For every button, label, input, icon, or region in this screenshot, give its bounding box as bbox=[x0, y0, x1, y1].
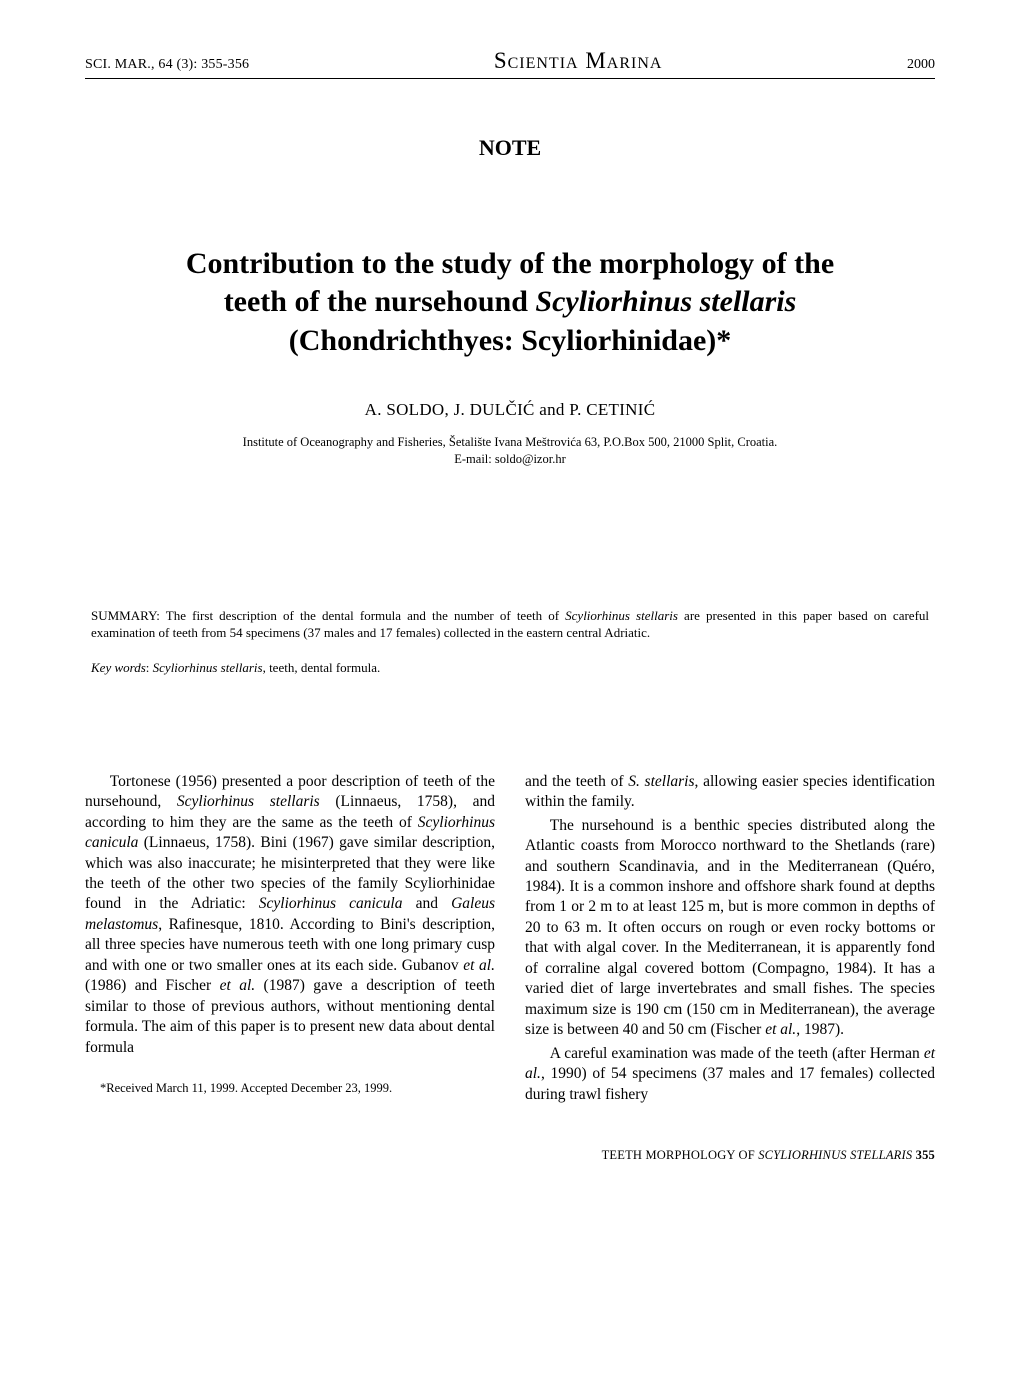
right-paragraph-2: The nursehound is a benthic species dist… bbox=[525, 816, 935, 1041]
affiliation-address: Institute of Oceanography and Fisheries,… bbox=[243, 435, 778, 449]
affiliation: Institute of Oceanography and Fisheries,… bbox=[85, 434, 935, 468]
rp2-etal: et al. bbox=[765, 1021, 796, 1038]
p1-seg-d: and bbox=[402, 895, 451, 912]
rp2-seg-a: The nursehound is a benthic species dist… bbox=[525, 817, 935, 1039]
authors: A. SOLDO, J. DULČIĆ and P. CETINIĆ bbox=[85, 400, 935, 420]
summary-block: SUMMARY: The first description of the de… bbox=[91, 608, 929, 642]
summary-pre: The first description of the dental form… bbox=[166, 608, 565, 623]
page-footer: TEETH MORPHOLOGY OF SCYLIORHINUS STELLAR… bbox=[85, 1148, 935, 1163]
keywords-sep: : bbox=[146, 660, 153, 675]
received-footnote: *Received March 11, 1999. Accepted Decem… bbox=[85, 1080, 495, 1097]
article-type-label: NOTE bbox=[85, 135, 935, 161]
p1-etal-1: et al. bbox=[463, 957, 495, 974]
footer-species: SCYLIORHINUS STELLARIS bbox=[758, 1148, 912, 1162]
p1-seg-f: (1986) and Fischer bbox=[85, 977, 220, 994]
title-line-3: (Chondrichthyes: Scyliorhinidae)* bbox=[289, 324, 732, 357]
keywords-species: Scyliorhinus stellaris bbox=[153, 660, 263, 675]
rp2-seg-b: , 1987). bbox=[796, 1021, 844, 1038]
rp3-seg-a: A careful examination was made of the te… bbox=[550, 1045, 924, 1062]
right-paragraph-3: A careful examination was made of the te… bbox=[525, 1044, 935, 1105]
footer-prefix: TEETH MORPHOLOGY OF bbox=[602, 1148, 759, 1162]
left-paragraph-1: Tortonese (1956) presented a poor descri… bbox=[85, 772, 495, 1058]
article-title: Contribution to the study of the morphol… bbox=[100, 245, 920, 360]
keywords-rest: , teeth, dental formula. bbox=[263, 660, 381, 675]
p1-etal-2: et al. bbox=[220, 977, 256, 994]
title-species: Scyliorhinus stellaris bbox=[535, 285, 796, 318]
p1-species-3: Scyliorhinus canicula bbox=[259, 895, 403, 912]
body-columns: Tortonese (1956) presented a poor descri… bbox=[85, 772, 935, 1108]
affiliation-email: E-mail: soldo@izor.hr bbox=[454, 452, 566, 466]
left-column: Tortonese (1956) presented a poor descri… bbox=[85, 772, 495, 1108]
journal-citation: SCI. MAR., 64 (3): 355-356 bbox=[85, 57, 249, 73]
journal-name: Scientia Marina bbox=[494, 48, 663, 74]
title-line-2-pre: teeth of the nursehound bbox=[224, 285, 536, 318]
running-header: SCI. MAR., 64 (3): 355-356 Scientia Mari… bbox=[85, 48, 935, 79]
title-line-1: Contribution to the study of the morphol… bbox=[186, 247, 834, 280]
keywords-label: Key words bbox=[91, 660, 146, 675]
page-number: 355 bbox=[912, 1148, 935, 1162]
summary-species: Scyliorhinus stellaris bbox=[565, 608, 678, 623]
p1-species-1: Scyliorhinus stellaris bbox=[177, 793, 320, 810]
right-paragraph-1: and the teeth of S. stellaris, allowing … bbox=[525, 772, 935, 813]
journal-year: 2000 bbox=[907, 57, 935, 73]
summary-text: The first description of the dental form… bbox=[91, 608, 929, 640]
summary-label: SUMMARY: bbox=[91, 608, 166, 623]
right-column: and the teeth of S. stellaris, allowing … bbox=[525, 772, 935, 1108]
rp3-seg-b: , 1990) of 54 specimens (37 males and 17… bbox=[525, 1065, 935, 1102]
rp1-species: S. stellaris bbox=[628, 773, 694, 790]
keywords-block: Key words: Scyliorhinus stellaris, teeth… bbox=[91, 660, 929, 676]
rp1-seg-a: and the teeth of bbox=[525, 773, 628, 790]
